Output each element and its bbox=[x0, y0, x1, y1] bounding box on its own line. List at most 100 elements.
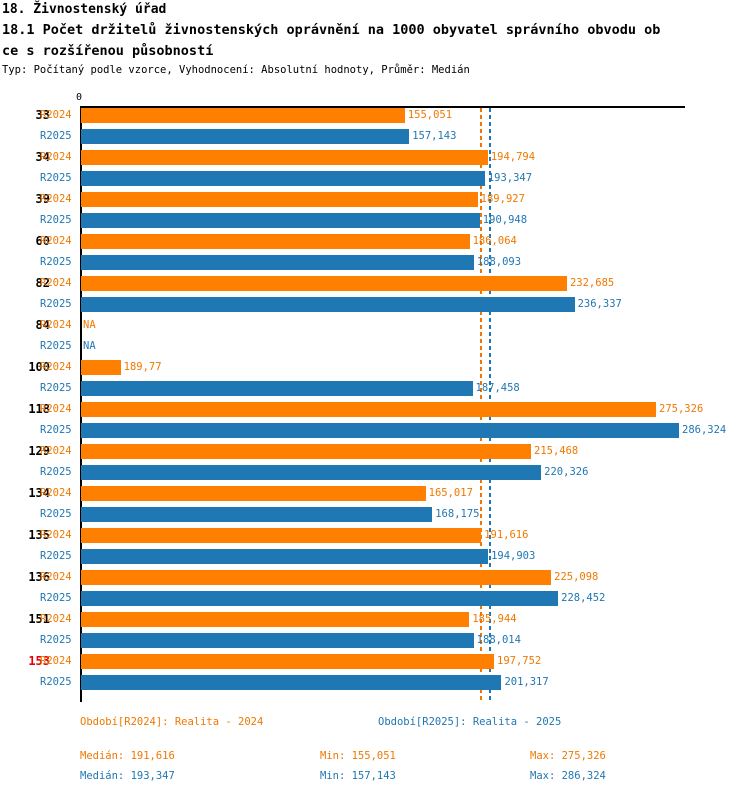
bar-value-label: 232,685 bbox=[569, 277, 615, 289]
bar-group: 60 R2024 186,064 R2025 188,093 bbox=[0, 234, 750, 276]
bar-row: R2024 194,794 bbox=[0, 150, 750, 165]
bar-r2025-39[interactable] bbox=[81, 213, 480, 228]
group-label-118: 118 bbox=[28, 402, 50, 416]
bar-r2025-100[interactable] bbox=[81, 381, 473, 396]
bar-row: R2024 191,616 bbox=[0, 528, 750, 543]
chart-footer: Období[R2024]: Realita - 2024 Období[R20… bbox=[0, 712, 750, 792]
group-label-135: 135 bbox=[28, 528, 50, 542]
series-label-r2025: R2025 bbox=[40, 214, 72, 226]
bar-value-label: 165,017 bbox=[428, 487, 473, 499]
bar-r2024-151[interactable] bbox=[81, 612, 470, 627]
bar-r2025-60[interactable] bbox=[81, 255, 474, 270]
bar-group: 151 R2024 185,944 R2025 188,014 bbox=[0, 612, 750, 654]
bar-value-label: 225,098 bbox=[554, 571, 599, 583]
series-label-r2024: R2024 bbox=[40, 319, 72, 331]
group-label-39: 39 bbox=[35, 192, 50, 206]
bar-r2024-129[interactable] bbox=[81, 444, 531, 459]
bar-r2024-33[interactable] bbox=[81, 108, 405, 123]
bar-r2025-34[interactable] bbox=[81, 171, 485, 186]
bar-group: 39 R2024 189,927 R2025 190,948 bbox=[0, 192, 750, 234]
stat-median-r2025: Medián: 193,347 bbox=[80, 770, 175, 782]
bar-r2024-34[interactable] bbox=[81, 150, 488, 165]
bar-row: R2025 157,143 bbox=[0, 129, 750, 144]
group-label-33: 33 bbox=[35, 108, 50, 122]
group-label-84: 84 bbox=[35, 318, 50, 332]
bar-value-label: 187,458 bbox=[475, 382, 520, 394]
bar-row: R2025 187,458 bbox=[0, 381, 750, 396]
bar-group: 136 R2024 225,098 R2025 228,452 bbox=[0, 570, 750, 612]
series-label-r2025: R2025 bbox=[40, 466, 72, 478]
bar-r2025-134[interactable] bbox=[81, 507, 433, 522]
stat-median-r2024: Medián: 191,616 bbox=[80, 750, 175, 762]
bar-r2025-135[interactable] bbox=[81, 549, 489, 564]
stat-max-r2025: Max: 286,324 bbox=[530, 770, 606, 782]
series-label-r2024: R2024 bbox=[40, 403, 72, 415]
bar-value-label: 191,616 bbox=[484, 529, 529, 541]
bar-value-label: 168,175 bbox=[435, 508, 480, 520]
series-label-r2025: R2025 bbox=[40, 382, 72, 394]
bar-r2025-129[interactable] bbox=[81, 465, 542, 480]
bar-value-label: 220,326 bbox=[544, 466, 589, 478]
bar-value-label: 189,927 bbox=[480, 193, 525, 205]
stat-min-r2025: Min: 157,143 bbox=[320, 770, 396, 782]
bar-r2025-33[interactable] bbox=[81, 129, 410, 144]
bar-value-label: 201,317 bbox=[504, 676, 549, 688]
bar-r2024-136[interactable] bbox=[81, 570, 552, 585]
series-label-r2024: R2024 bbox=[40, 529, 72, 541]
series-label-r2024: R2024 bbox=[40, 655, 72, 667]
bar-r2025-136[interactable] bbox=[81, 591, 559, 606]
series-label-r2025: R2025 bbox=[40, 130, 72, 142]
series-label-r2025: R2025 bbox=[40, 676, 72, 688]
bar-row: R2025 220,326 bbox=[0, 465, 750, 480]
bar-r2024-82[interactable] bbox=[81, 276, 567, 291]
axis-zero-tick-label: 0 bbox=[76, 92, 83, 103]
bar-value-label: 236,337 bbox=[577, 298, 622, 310]
series-label-r2024: R2024 bbox=[40, 361, 72, 373]
bar-chart-plot: 0 33 R2024 155,051 R2025 157,143 34 R2024 194,7… bbox=[0, 92, 750, 702]
series-label-r2024: R2024 bbox=[40, 235, 72, 247]
axis-top-line bbox=[81, 106, 685, 108]
bar-r2025-151[interactable] bbox=[81, 633, 474, 648]
bar-row: R2025 188,014 bbox=[0, 633, 750, 648]
bar-r2024-39[interactable] bbox=[81, 192, 478, 207]
series-label-r2024: R2024 bbox=[40, 277, 72, 289]
group-label-151: 151 bbox=[28, 612, 50, 626]
bar-r2025-153[interactable] bbox=[81, 675, 502, 690]
bar-value-label: 188,093 bbox=[476, 256, 522, 268]
bar-group: 135 R2024 191,616 R2025 194,903 bbox=[0, 528, 750, 570]
bar-group: 82 R2024 232,685 R2025 236,337 bbox=[0, 276, 750, 318]
bar-value-label: 155,051 bbox=[407, 109, 453, 121]
series-label-r2024: R2024 bbox=[40, 613, 72, 625]
bar-value-label: 190,948 bbox=[482, 214, 528, 226]
bar-value-label: 193,347 bbox=[487, 172, 533, 184]
bar-value-label: 215,468 bbox=[534, 445, 579, 457]
series-label-r2025: R2025 bbox=[40, 256, 72, 268]
series-label-r2024: R2024 bbox=[40, 445, 72, 457]
bar-group: 34 R2024 194,794 R2025 193,347 bbox=[0, 150, 750, 192]
bar-row: R2025 286,324 bbox=[0, 423, 750, 438]
bar-r2024-153[interactable] bbox=[81, 654, 494, 669]
bar-value-label: 157,143 bbox=[412, 130, 457, 142]
group-label-129: 129 bbox=[28, 444, 50, 458]
bar-r2024-60[interactable] bbox=[81, 234, 470, 249]
bar-r2024-118[interactable] bbox=[81, 402, 657, 417]
bar-r2025-118[interactable] bbox=[81, 423, 679, 438]
bar-r2024-135[interactable] bbox=[81, 528, 482, 543]
bar-group: 153 R2024 197,752 R2025 201,317 bbox=[0, 654, 750, 696]
bar-r2024-100[interactable] bbox=[81, 360, 121, 375]
series-label-r2024: R2024 bbox=[40, 151, 72, 163]
page-title: 18. Živnostenský úřad bbox=[2, 2, 167, 17]
series-label-r2024: R2024 bbox=[40, 571, 72, 583]
bar-row: R2024 155,051 bbox=[0, 108, 750, 123]
bar-group: 129 R2024 215,468 R2025 220,326 bbox=[0, 444, 750, 486]
series-label-r2025: R2025 bbox=[40, 340, 72, 352]
series-label-r2025: R2025 bbox=[40, 298, 72, 310]
bar-row: R2025 228,452 bbox=[0, 591, 750, 606]
bar-value-label: 286,324 bbox=[682, 424, 727, 436]
bar-row: R2025 NA bbox=[0, 339, 750, 354]
bar-r2025-82[interactable] bbox=[81, 297, 575, 312]
group-label-134: 134 bbox=[28, 486, 50, 500]
bar-value-label: 185,944 bbox=[472, 613, 517, 625]
bar-value-na: NA bbox=[83, 319, 96, 331]
bar-r2024-134[interactable] bbox=[81, 486, 426, 501]
